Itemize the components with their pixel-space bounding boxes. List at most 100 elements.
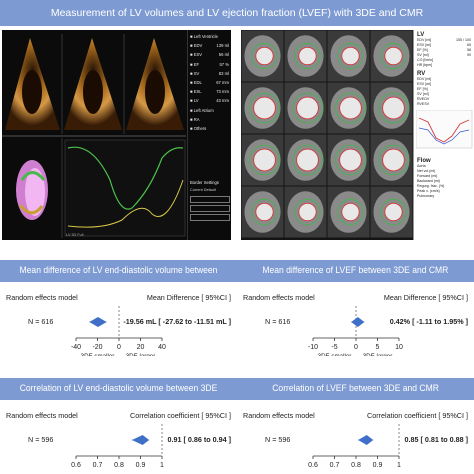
- estimate-diamond: [351, 317, 365, 327]
- section-title-band: Mean difference of LVEF between 3DE and …: [237, 260, 474, 282]
- echo-param-row[interactable]: ■ EF 57 %: [190, 60, 229, 69]
- forest-plot-section: Mean difference of LVEF between 3DE and …: [237, 260, 474, 356]
- echo-param-row[interactable]: ■ Left Atrium: [190, 106, 229, 115]
- forest-plot: 0.6 0.7 0.8 0.9 1: [308, 424, 401, 469]
- echo-param-name: ■ Left Ventricle: [190, 34, 218, 39]
- cmr-slice: [241, 82, 284, 134]
- stat-value: 0.91 [ 0.86 to 0.94 ]: [167, 435, 231, 444]
- cmr-slice: [284, 134, 327, 186]
- cmr-lv-row: CO [l/min]: [417, 58, 433, 62]
- cmr-flow-row: Peak v. (cm/s): [417, 189, 440, 193]
- cmr-lv-row: HR [bpm]: [417, 63, 433, 67]
- echo-view-2: [64, 38, 122, 130]
- echo-param-name: ■ LV: [190, 98, 199, 104]
- cmr-rv-row: RVESV: [417, 102, 430, 106]
- echo-param-row[interactable]: ■ EDL 67 mm: [190, 78, 229, 87]
- section-title: Correlation of LV end-diastolic volume b…: [19, 383, 218, 416]
- cmr-slice: [284, 82, 327, 134]
- cmr-slice: [241, 186, 284, 238]
- x-tick-label: 0.9: [136, 462, 146, 469]
- echo-param-row[interactable]: ■ LV 43 mm: [190, 96, 229, 105]
- x-tick-label: 1: [397, 462, 401, 469]
- echo-param-value: 43 mm: [216, 98, 229, 104]
- forest-plot-section: Correlation of LV end-diastolic volume b…: [0, 378, 237, 474]
- x-tick-label: 0.6: [71, 462, 81, 469]
- cmr-lv-row: EDV [ml] 155 / 100: [417, 38, 471, 42]
- stat-header: Correlation coefficient [ 95%CI ]: [130, 411, 231, 420]
- page-title: Measurement of LV volumes and LV ejectio…: [50, 7, 424, 19]
- echo-param-row[interactable]: ■ ESL 73 mm: [190, 87, 229, 96]
- n-label: N = 596: [265, 435, 291, 444]
- lv-3d-model: [16, 160, 48, 220]
- n-label: N = 616: [28, 317, 54, 326]
- cmr-flow-row: Backward (ml): [417, 179, 440, 183]
- x-tick-label: 5: [376, 344, 380, 351]
- volume-curve-graph: [64, 139, 186, 237]
- forest-plot: 0.6 0.7 0.8 0.9 1: [71, 424, 164, 469]
- cmr-flow-row: Aorta: [417, 164, 426, 168]
- stat-header: Correlation coefficient [ 95%CI ]: [367, 411, 468, 420]
- echo-param-name: ■ EF: [190, 61, 200, 67]
- section-title: Mean difference of LV end-diastolic volu…: [19, 265, 218, 298]
- section-title: Correlation of LVEF between 3DE and CMR: [272, 383, 439, 394]
- cmr-slice: [370, 134, 413, 186]
- stat-value: -19.56 mL [ -27.62 to -11.51 mL ]: [123, 317, 231, 326]
- x-tick-label: -10: [308, 344, 318, 351]
- x-tick-label: 1: [160, 462, 164, 469]
- title-band: Measurement of LV volumes and LV ejectio…: [0, 0, 474, 26]
- x-tick-label: 0.6: [308, 462, 318, 469]
- cmr-slice: [327, 134, 370, 186]
- echo-param-value: 139 ml: [216, 43, 229, 49]
- cmr-flow-row: Forward (ml): [417, 174, 438, 178]
- cmr-slice: [241, 30, 284, 82]
- estimate-diamond: [89, 317, 107, 327]
- x-tick-label: -40: [71, 344, 81, 351]
- cmr-slice: [370, 30, 413, 82]
- estimate-diamond: [131, 435, 150, 445]
- echo-param-value: 83 ml: [218, 70, 229, 76]
- echo-param-name: ■ EDL: [190, 80, 202, 86]
- cmr-slice: [241, 134, 284, 186]
- echo-param-row[interactable]: ■ Left Ventricle: [190, 32, 229, 41]
- direction-label-left: 3DE smaller: [81, 353, 115, 356]
- x-tick-label: 0.8: [351, 462, 361, 469]
- border-settings-title: Border Settings: [190, 180, 219, 185]
- echo-param-name: ■ SV: [190, 70, 200, 76]
- echo-param-row[interactable]: ■ RA: [190, 115, 229, 124]
- direction-label-left: 3DE smaller: [318, 353, 352, 356]
- cmr-short-axis-grid: [241, 30, 413, 238]
- forest-plot: -40 -20 0 20 40 3DE smaller 3DE larger: [71, 306, 166, 356]
- x-tick-label: 20: [137, 344, 145, 351]
- n-label: N = 596: [28, 435, 54, 444]
- cmr-lv-row: SV [ml] 90: [417, 53, 471, 57]
- echo-param-row[interactable]: ■ EDV 139 ml: [190, 41, 229, 50]
- n-label: N = 616: [265, 317, 291, 326]
- section-title-band: Correlation of LVEF between 3DE and CMR: [237, 378, 474, 400]
- forest-plot-section: Mean difference of LV end-diastolic volu…: [0, 260, 237, 356]
- x-tick-label: 0.7: [93, 462, 103, 469]
- stat-header: Mean Difference [ 95%CI ]: [146, 293, 231, 302]
- section-title-band: Mean difference of LV end-diastolic volu…: [0, 260, 237, 298]
- cmr-rv-row: RVEDV: [417, 97, 430, 101]
- cmr-rv-row: EDV [ml]: [417, 77, 432, 81]
- x-tick-label: 0.7: [330, 462, 340, 469]
- border-settings-options: Current Default: [190, 188, 216, 192]
- echo-param-value: 57 %: [219, 61, 229, 67]
- x-tick-label: 10: [395, 344, 403, 351]
- echo-param-value: 56 ml: [218, 52, 229, 58]
- echo-footer: LV 3D Full: [66, 233, 84, 237]
- cmr-slice: [327, 30, 370, 82]
- section-title: Mean difference of LVEF between 3DE and …: [262, 265, 449, 276]
- cmr-lv-row: ESV [ml] 65: [417, 43, 471, 47]
- echo-param-name: ■ Left Atrium: [190, 107, 214, 113]
- echo-view-3: [126, 38, 184, 130]
- x-tick-label: 40: [158, 344, 166, 351]
- echo-param-name: ■ RA: [190, 116, 200, 122]
- border-settings-buttons[interactable]: [190, 196, 230, 221]
- echo-param-value: 73 mm: [216, 89, 229, 95]
- echo-param-row[interactable]: ■ ESV 56 ml: [190, 50, 229, 59]
- echo-param-row[interactable]: ■ Others: [190, 124, 229, 133]
- echo-param-value: 67 mm: [216, 80, 229, 86]
- echo-param-row[interactable]: ■ SV 83 ml: [190, 69, 229, 78]
- cmr-image-panel: LV EDV [ml] 155 / 100 ESV [ml] 65 EF [%] 58 SV…: [241, 30, 474, 240]
